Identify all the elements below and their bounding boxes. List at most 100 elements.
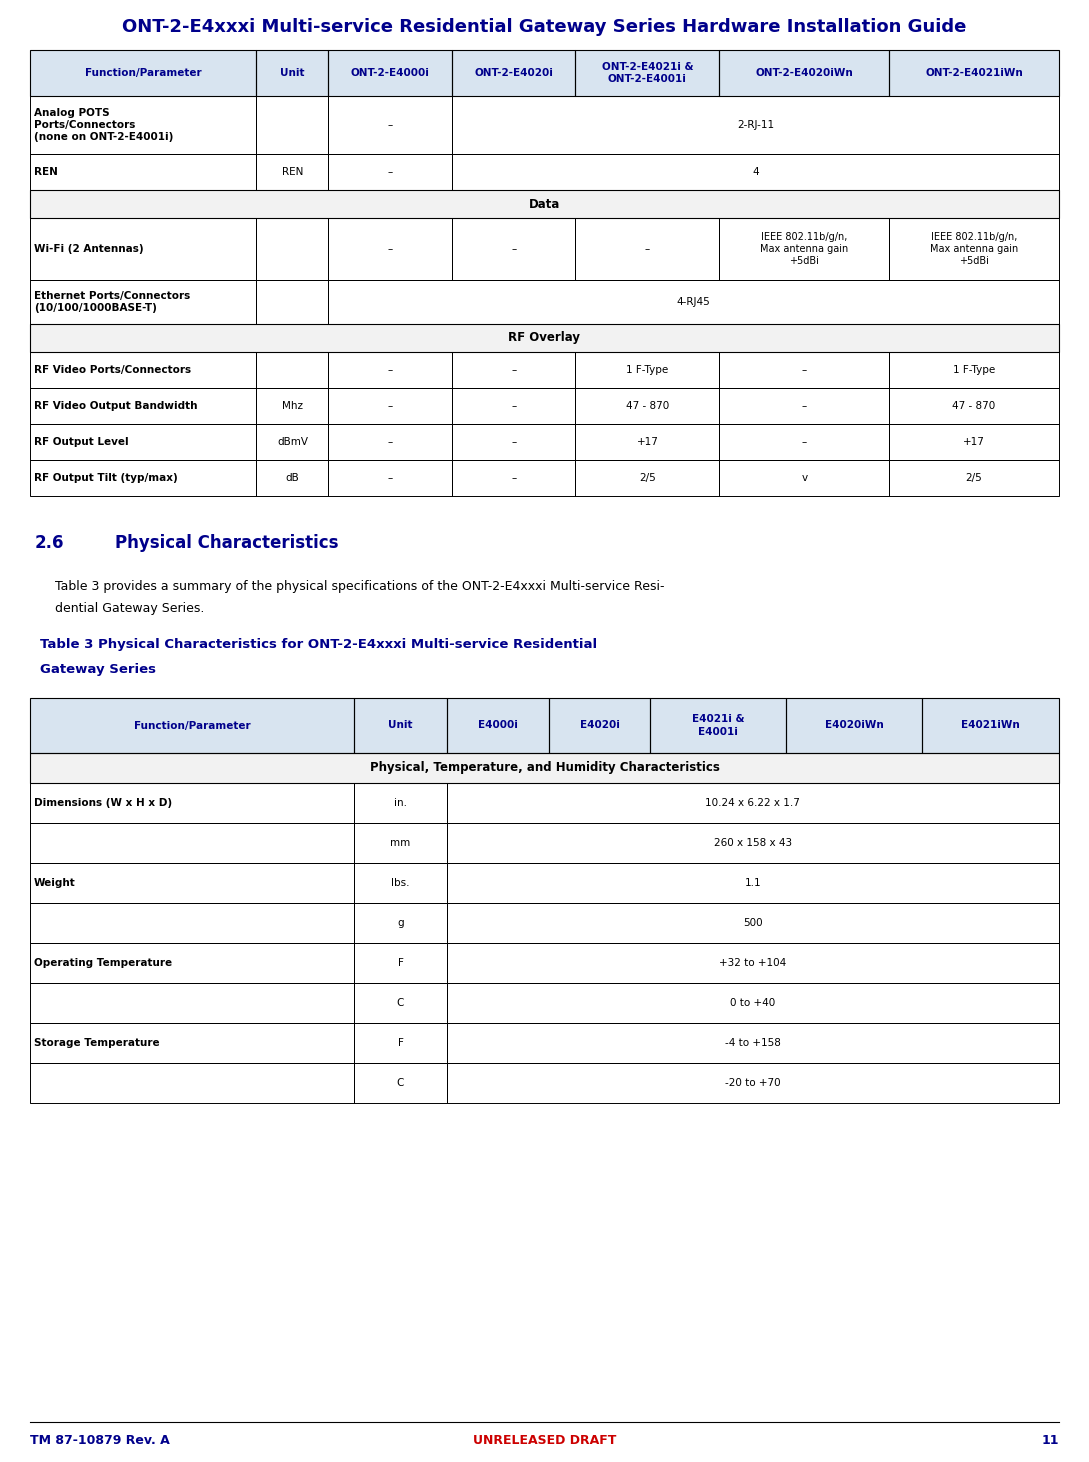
- Text: 2-RJ-11: 2-RJ-11: [737, 120, 774, 130]
- Bar: [890, 424, 1059, 461]
- Text: +32 to +104: +32 to +104: [719, 958, 786, 968]
- Text: F: F: [397, 1038, 403, 1048]
- Text: 500: 500: [743, 918, 762, 928]
- Text: E4021iWn: E4021iWn: [962, 721, 1020, 731]
- Bar: [452, 50, 575, 96]
- Text: mm: mm: [390, 838, 411, 848]
- Text: in.: in.: [394, 798, 407, 808]
- Bar: [446, 943, 1059, 982]
- Text: -4 to +158: -4 to +158: [725, 1038, 781, 1048]
- Bar: [890, 218, 1059, 281]
- Bar: [354, 784, 446, 823]
- Text: dential Gateway Series.: dential Gateway Series.: [56, 602, 205, 616]
- Text: IEEE 802.11b/g/n,
Max antenna gain
+5dBi: IEEE 802.11b/g/n, Max antenna gain +5dBi: [930, 231, 1018, 266]
- Bar: [30, 753, 1059, 784]
- Text: 1 F-Type: 1 F-Type: [626, 366, 669, 374]
- Bar: [30, 50, 256, 96]
- Text: RF Video Ports/Connectors: RF Video Ports/Connectors: [34, 366, 192, 374]
- Bar: [30, 154, 256, 190]
- Bar: [30, 823, 354, 863]
- Bar: [30, 753, 1059, 784]
- Bar: [446, 904, 1059, 943]
- Bar: [329, 218, 452, 281]
- Text: 47 - 870: 47 - 870: [953, 401, 995, 411]
- Text: +17: +17: [963, 437, 986, 447]
- Bar: [30, 387, 256, 424]
- Bar: [720, 424, 890, 461]
- Bar: [452, 352, 575, 387]
- Bar: [575, 352, 720, 387]
- Bar: [354, 1023, 446, 1063]
- Bar: [575, 218, 720, 281]
- Text: ONT-2-E4xxxi Multi-service Residential Gateway Series Hardware Installation Guid: ONT-2-E4xxxi Multi-service Residential G…: [122, 18, 967, 37]
- Text: ONT-2-E4021iWn: ONT-2-E4021iWn: [926, 69, 1023, 77]
- Bar: [890, 50, 1059, 96]
- Text: Dimensions (W x H x D): Dimensions (W x H x D): [34, 798, 172, 808]
- Bar: [256, 461, 329, 496]
- Text: C: C: [396, 999, 404, 1007]
- Bar: [354, 1063, 446, 1102]
- Text: E4020iWn: E4020iWn: [824, 721, 883, 731]
- Bar: [354, 823, 446, 863]
- Text: RF Output Tilt (typ/max): RF Output Tilt (typ/max): [34, 474, 178, 482]
- Bar: [720, 50, 890, 96]
- Text: –: –: [511, 244, 516, 254]
- Text: Weight: Weight: [34, 879, 76, 887]
- Bar: [329, 461, 452, 496]
- Bar: [30, 1063, 354, 1102]
- Bar: [786, 697, 922, 753]
- Bar: [446, 697, 549, 753]
- Text: Wi-Fi (2 Antennas): Wi-Fi (2 Antennas): [34, 244, 144, 254]
- Text: –: –: [511, 366, 516, 374]
- Text: 2.6: 2.6: [35, 534, 64, 553]
- Text: –: –: [511, 474, 516, 482]
- Text: 4: 4: [752, 167, 759, 177]
- Bar: [452, 96, 1059, 154]
- Bar: [452, 154, 1059, 190]
- Text: –: –: [802, 401, 807, 411]
- Bar: [30, 190, 1059, 218]
- Text: 1 F-Type: 1 F-Type: [953, 366, 995, 374]
- Bar: [890, 461, 1059, 496]
- Bar: [720, 50, 890, 96]
- Text: Function/Parameter: Function/Parameter: [85, 69, 201, 77]
- Bar: [446, 697, 549, 753]
- Text: 0 to +40: 0 to +40: [731, 999, 775, 1007]
- Bar: [30, 1023, 354, 1063]
- Text: lbs.: lbs.: [391, 879, 409, 887]
- Text: 1.1: 1.1: [745, 879, 761, 887]
- Text: Table 3 provides a summary of the physical specifications of the ONT-2-E4xxxi Mu: Table 3 provides a summary of the physic…: [56, 580, 664, 594]
- Bar: [452, 424, 575, 461]
- Text: –: –: [388, 244, 393, 254]
- Text: Ethernet Ports/Connectors
(10/100/1000BASE-T): Ethernet Ports/Connectors (10/100/1000BA…: [34, 291, 191, 313]
- Bar: [549, 697, 650, 753]
- Text: Analog POTS
Ports/Connectors
(none on ONT-2-E4001i): Analog POTS Ports/Connectors (none on ON…: [34, 108, 173, 142]
- Bar: [329, 424, 452, 461]
- Bar: [256, 281, 329, 325]
- Text: REN: REN: [34, 167, 58, 177]
- Bar: [575, 461, 720, 496]
- Text: REN: REN: [282, 167, 303, 177]
- Bar: [549, 697, 650, 753]
- Bar: [452, 50, 575, 96]
- Text: –: –: [388, 366, 393, 374]
- Text: ONT-2-E4020i: ONT-2-E4020i: [474, 69, 553, 77]
- Text: 4-RJ45: 4-RJ45: [677, 297, 711, 307]
- Bar: [30, 424, 256, 461]
- Bar: [30, 697, 354, 753]
- Bar: [354, 904, 446, 943]
- Text: Operating Temperature: Operating Temperature: [34, 958, 172, 968]
- Text: –: –: [645, 244, 650, 254]
- Text: RF Video Output Bandwidth: RF Video Output Bandwidth: [34, 401, 197, 411]
- Bar: [30, 281, 256, 325]
- Bar: [329, 352, 452, 387]
- Text: –: –: [802, 437, 807, 447]
- Text: dB: dB: [285, 474, 299, 482]
- Text: +17: +17: [636, 437, 659, 447]
- Text: RF Output Level: RF Output Level: [34, 437, 129, 447]
- Bar: [446, 982, 1059, 1023]
- Bar: [452, 218, 575, 281]
- Text: ONT-2-E4000i: ONT-2-E4000i: [351, 69, 429, 77]
- Bar: [256, 50, 329, 96]
- Bar: [354, 943, 446, 982]
